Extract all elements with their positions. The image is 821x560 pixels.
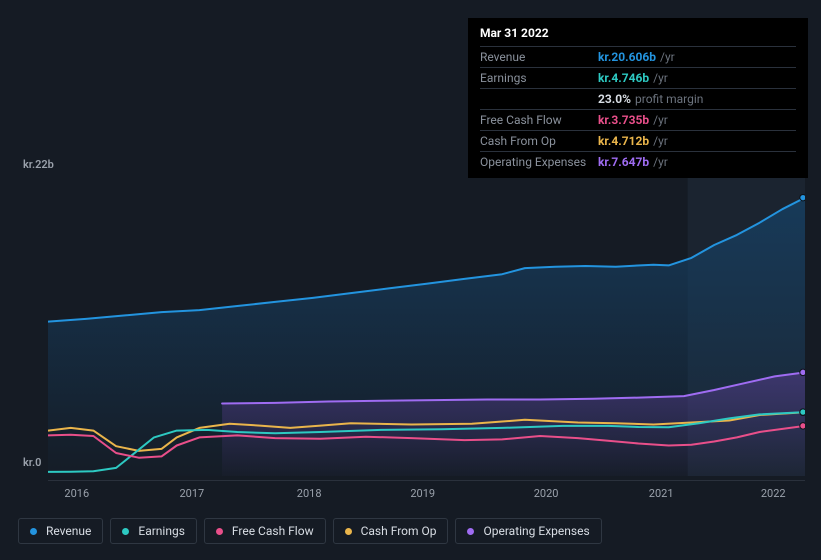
legend-label: Operating Expenses xyxy=(483,524,589,538)
tooltip-extra-label: profit margin xyxy=(635,92,703,106)
y-axis-min-label: kr.0 xyxy=(23,456,41,469)
tooltip-label: Cash From Op xyxy=(480,134,598,148)
legend-label: Cash From Op xyxy=(361,524,437,538)
tooltip-label: Earnings xyxy=(480,71,598,85)
x-axis-tick: 2017 xyxy=(179,487,204,500)
tooltip-row: Operating Expenseskr.7.647b/yr xyxy=(480,151,796,172)
tooltip-row: Free Cash Flowkr.3.735b/yr xyxy=(480,109,796,130)
end-marker xyxy=(800,194,805,200)
legend-dot-icon xyxy=(30,528,37,535)
x-axis-tick: 2018 xyxy=(297,487,322,500)
tooltip-value: kr.20.606b xyxy=(598,50,656,64)
tooltip-value: kr.4.746b xyxy=(598,71,649,85)
end-marker xyxy=(800,369,805,375)
chart-legend: Revenue Earnings Free Cash Flow Cash From O… xyxy=(18,518,602,544)
legend-item[interactable]: Free Cash Flow xyxy=(204,518,326,544)
tooltip-unit: /yr xyxy=(660,50,675,64)
end-marker xyxy=(800,423,805,429)
legend-item[interactable]: Operating Expenses xyxy=(455,518,601,544)
x-axis-tick: 2020 xyxy=(534,487,559,500)
tooltip-value: kr.4.712b xyxy=(598,134,649,148)
tooltip-value: kr.7.647b xyxy=(598,155,649,169)
x-axis-tick: 2022 xyxy=(761,487,786,500)
x-axis: 2016 2017 2018 2019 2020 2021 2022 xyxy=(48,480,805,500)
tooltip-row: Cash From Opkr.4.712b/yr xyxy=(480,130,796,151)
tooltip-unit: /yr xyxy=(653,71,668,85)
legend-dot-icon xyxy=(467,528,474,535)
x-axis-tick: 2019 xyxy=(410,487,435,500)
chart-tooltip: Mar 31 2022 Revenuekr.20.606b/yrEarnings… xyxy=(468,18,808,178)
tooltip-value: kr.3.735b xyxy=(598,113,649,127)
tooltip-unit: /yr xyxy=(653,113,668,127)
tooltip-extra-value: 23.0% xyxy=(598,92,631,106)
tooltip-unit: /yr xyxy=(653,155,668,169)
tooltip-row: Earningskr.4.746b/yr xyxy=(480,67,796,88)
legend-label: Earnings xyxy=(138,524,185,538)
legend-dot-icon xyxy=(122,528,129,535)
legend-item[interactable]: Cash From Op xyxy=(333,518,449,544)
legend-dot-icon xyxy=(216,528,223,535)
legend-dot-icon xyxy=(345,528,352,535)
tooltip-label: Operating Expenses xyxy=(480,155,598,169)
tooltip-unit: /yr xyxy=(653,134,668,148)
tooltip-row: Revenuekr.20.606b/yr xyxy=(480,46,796,67)
legend-item[interactable]: Revenue xyxy=(18,518,103,544)
chart-plot-area[interactable] xyxy=(48,178,805,476)
legend-label: Free Cash Flow xyxy=(232,524,314,538)
legend-item[interactable]: Earnings xyxy=(110,518,197,544)
y-axis-max-label: kr.22b xyxy=(23,158,54,171)
tooltip-row-extra: 23.0% profit margin xyxy=(480,88,796,109)
legend-label: Revenue xyxy=(46,524,91,538)
tooltip-date: Mar 31 2022 xyxy=(480,26,796,46)
end-marker xyxy=(800,409,805,415)
x-axis-tick: 2021 xyxy=(649,487,674,500)
tooltip-label: Free Cash Flow xyxy=(480,113,598,127)
x-axis-tick: 2016 xyxy=(64,487,89,500)
tooltip-label: Revenue xyxy=(480,50,598,64)
